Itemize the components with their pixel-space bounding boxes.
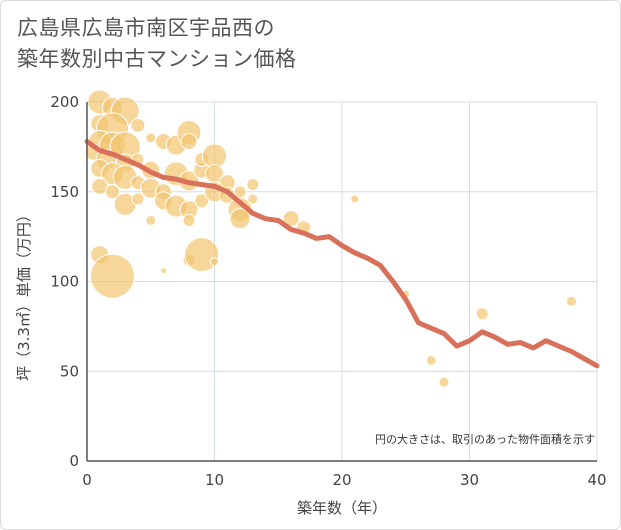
data-bubble (184, 237, 220, 273)
data-bubble (202, 143, 227, 169)
data-bubble (566, 295, 577, 307)
title-line-2: 築年数別中古マンション価格 (17, 47, 297, 71)
x-tick-label: 20 (332, 471, 351, 489)
data-bubble (90, 253, 135, 299)
data-bubble (210, 257, 219, 267)
tick-labels: 0 10 20 30 40 0 50 100 150 200 (50, 93, 606, 489)
data-bubble (247, 193, 259, 205)
y-axis-label: 坪（3.3㎡）単価（万円） (15, 207, 33, 381)
axes (86, 102, 597, 462)
x-tick-label: 0 (82, 471, 92, 489)
y-tick-label: 150 (50, 183, 79, 201)
data-bubble (105, 184, 120, 200)
trend-line-layer (84, 138, 600, 369)
data-bubble (145, 132, 157, 144)
data-bubble (246, 178, 260, 192)
grid-lines (86, 101, 598, 462)
x-tick-label: 40 (587, 471, 606, 489)
data-bubble (194, 193, 210, 209)
annotation-text: 円の大きさは、取引のあった物件面積を示す (375, 432, 595, 446)
data-bubble (180, 132, 198, 150)
data-bubble (475, 307, 489, 321)
title-line-1: 広島県広島市南区宇品西の (17, 16, 275, 40)
data-bubble (425, 354, 437, 366)
average-price-line (84, 138, 600, 369)
data-bubble (438, 376, 450, 388)
data-bubble (182, 213, 196, 227)
data-bubble (130, 117, 146, 133)
y-tick-label: 50 (60, 362, 79, 380)
data-bubble (131, 192, 145, 206)
data-bubble (229, 208, 251, 230)
data-bubble (350, 194, 360, 204)
chart-title: 広島県広島市南区宇品西の 築年数別中古マンション価格 (17, 13, 297, 75)
x-axis-label: 築年数（年） (297, 499, 387, 517)
y-tick-label: 200 (50, 93, 79, 111)
y-tick-label: 0 (69, 452, 79, 470)
y-tick-label: 100 (50, 273, 79, 291)
data-bubble (145, 214, 157, 226)
data-bubble (160, 267, 167, 275)
x-tick-label: 10 (205, 471, 224, 489)
x-tick-label: 30 (460, 471, 479, 489)
